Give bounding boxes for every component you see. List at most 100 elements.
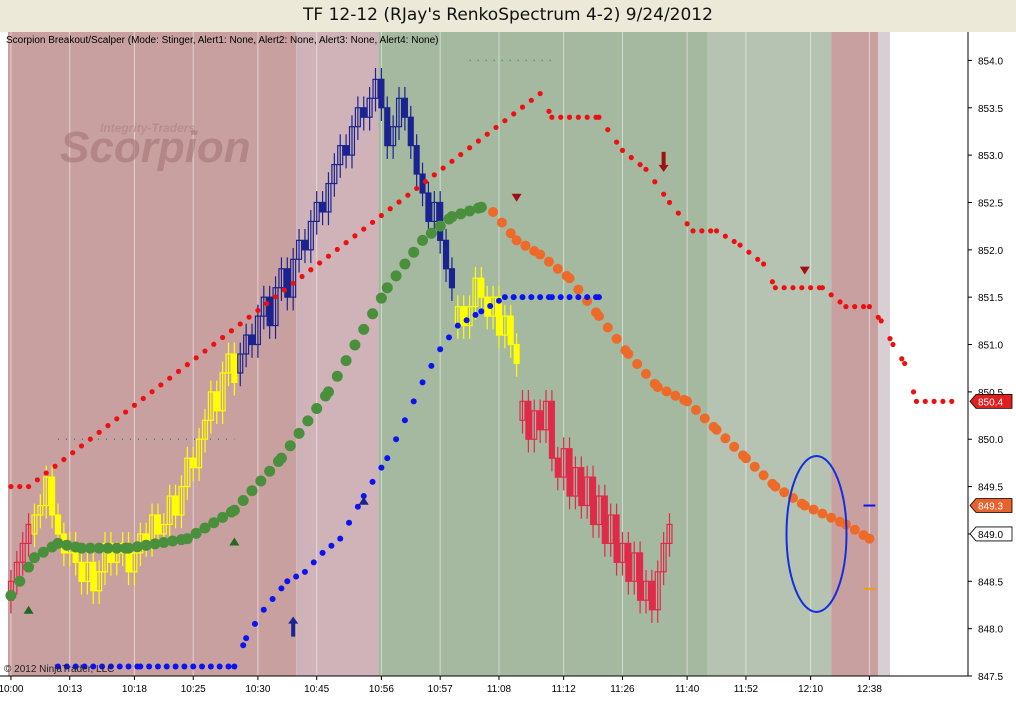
price-bar[interactable] bbox=[131, 552, 138, 573]
price-bar[interactable] bbox=[584, 476, 591, 507]
price-bar[interactable] bbox=[348, 126, 356, 156]
price-bar[interactable] bbox=[519, 400, 526, 421]
price-bar[interactable] bbox=[501, 315, 508, 336]
price-bar[interactable] bbox=[372, 78, 379, 99]
price-bar[interactable] bbox=[243, 334, 250, 355]
price-bar[interactable] bbox=[613, 514, 620, 563]
price-bar[interactable] bbox=[637, 552, 644, 601]
price-bar[interactable] bbox=[260, 296, 267, 317]
price-bar[interactable] bbox=[378, 78, 385, 109]
price-bar[interactable] bbox=[166, 495, 173, 526]
price-bar[interactable] bbox=[642, 580, 650, 601]
price-bar[interactable] bbox=[31, 514, 38, 535]
price-bar[interactable] bbox=[413, 145, 420, 175]
price-bar[interactable] bbox=[560, 448, 567, 478]
price-bar[interactable] bbox=[401, 97, 408, 118]
price-bar[interactable] bbox=[84, 561, 91, 582]
price-bar[interactable] bbox=[625, 542, 632, 582]
price-bar[interactable] bbox=[460, 306, 467, 327]
price-bar[interactable] bbox=[295, 239, 303, 260]
price-bar[interactable] bbox=[425, 192, 432, 223]
price-bar[interactable] bbox=[178, 485, 185, 516]
price-bar[interactable] bbox=[495, 296, 503, 336]
price-bar[interactable] bbox=[331, 163, 338, 185]
price-bar[interactable] bbox=[542, 400, 550, 431]
price-bar[interactable] bbox=[343, 145, 350, 156]
price-bar[interactable] bbox=[578, 467, 585, 507]
price-bar[interactable] bbox=[25, 523, 32, 545]
price-bar[interactable] bbox=[160, 523, 167, 535]
price-bar[interactable] bbox=[272, 287, 279, 327]
price-bar[interactable] bbox=[225, 353, 232, 374]
price-bar[interactable] bbox=[278, 268, 285, 289]
price-bar[interactable] bbox=[184, 457, 191, 488]
price-bar[interactable] bbox=[513, 343, 520, 365]
price-bar[interactable] bbox=[307, 220, 314, 251]
price-bar[interactable] bbox=[337, 145, 344, 166]
price-bar[interactable] bbox=[90, 561, 97, 592]
price-bar[interactable] bbox=[313, 201, 320, 223]
price-bar[interactable] bbox=[325, 182, 332, 213]
price-bar[interactable] bbox=[196, 438, 203, 469]
price-bar[interactable] bbox=[237, 353, 244, 374]
price-bar[interactable] bbox=[395, 97, 403, 128]
price-bar[interactable] bbox=[219, 372, 226, 412]
red-dot bbox=[431, 172, 437, 178]
price-bar[interactable] bbox=[390, 126, 397, 147]
price-bar[interactable] bbox=[366, 97, 373, 118]
price-bar[interactable] bbox=[619, 542, 626, 563]
price-bar[interactable] bbox=[78, 561, 85, 582]
price-bar[interactable] bbox=[548, 400, 555, 459]
price-bar[interactable] bbox=[290, 258, 297, 298]
price-bar[interactable] bbox=[254, 315, 261, 346]
price-bar[interactable] bbox=[101, 542, 109, 573]
price-bar[interactable] bbox=[190, 457, 197, 469]
price-bar[interactable] bbox=[660, 542, 667, 573]
price-bar[interactable] bbox=[478, 277, 485, 298]
price-bar[interactable] bbox=[601, 495, 608, 545]
price-bar[interactable] bbox=[266, 296, 273, 327]
price-bar[interactable] bbox=[566, 448, 573, 497]
price-bar[interactable] bbox=[595, 495, 603, 526]
price-bar[interactable] bbox=[43, 476, 50, 507]
price-bar[interactable] bbox=[448, 268, 456, 289]
price-bar[interactable] bbox=[589, 476, 597, 526]
price-bar[interactable] bbox=[572, 467, 579, 497]
price-bar[interactable] bbox=[301, 239, 309, 251]
price-bar[interactable] bbox=[607, 514, 614, 545]
price-bar[interactable] bbox=[654, 571, 661, 611]
price-bar[interactable] bbox=[54, 514, 62, 535]
price-bar[interactable] bbox=[507, 315, 514, 346]
price-bar[interactable] bbox=[213, 391, 220, 412]
price-bar[interactable] bbox=[284, 268, 291, 298]
price-bar[interactable] bbox=[525, 400, 532, 440]
price-bar[interactable] bbox=[207, 391, 214, 421]
price-bar[interactable] bbox=[472, 277, 479, 308]
price-bar[interactable] bbox=[531, 410, 538, 440]
price-bar[interactable] bbox=[537, 410, 544, 431]
price-bar[interactable] bbox=[37, 504, 44, 516]
price-bar[interactable] bbox=[154, 514, 162, 535]
price-bar[interactable] bbox=[554, 457, 561, 478]
price-bar[interactable] bbox=[384, 107, 391, 147]
price-bar[interactable] bbox=[231, 353, 238, 384]
red-dot bbox=[325, 253, 332, 259]
price-bar[interactable] bbox=[319, 201, 326, 213]
price-bar[interactable] bbox=[172, 495, 179, 516]
price-bar[interactable] bbox=[360, 107, 367, 118]
green-dot bbox=[37, 546, 49, 558]
price-bar[interactable] bbox=[648, 580, 655, 611]
price-bar[interactable] bbox=[631, 552, 638, 582]
price-bar[interactable] bbox=[407, 116, 414, 147]
price-bar[interactable] bbox=[466, 306, 473, 327]
price-bar[interactable] bbox=[431, 201, 438, 223]
price-bar[interactable] bbox=[201, 419, 209, 440]
price-bar[interactable] bbox=[354, 107, 361, 128]
price-bar[interactable] bbox=[49, 476, 56, 516]
price-bar[interactable] bbox=[19, 542, 26, 563]
price-bar[interactable] bbox=[442, 239, 450, 270]
price-bar[interactable] bbox=[248, 334, 256, 346]
price-bar[interactable] bbox=[96, 571, 103, 592]
price-bar[interactable] bbox=[666, 523, 673, 545]
